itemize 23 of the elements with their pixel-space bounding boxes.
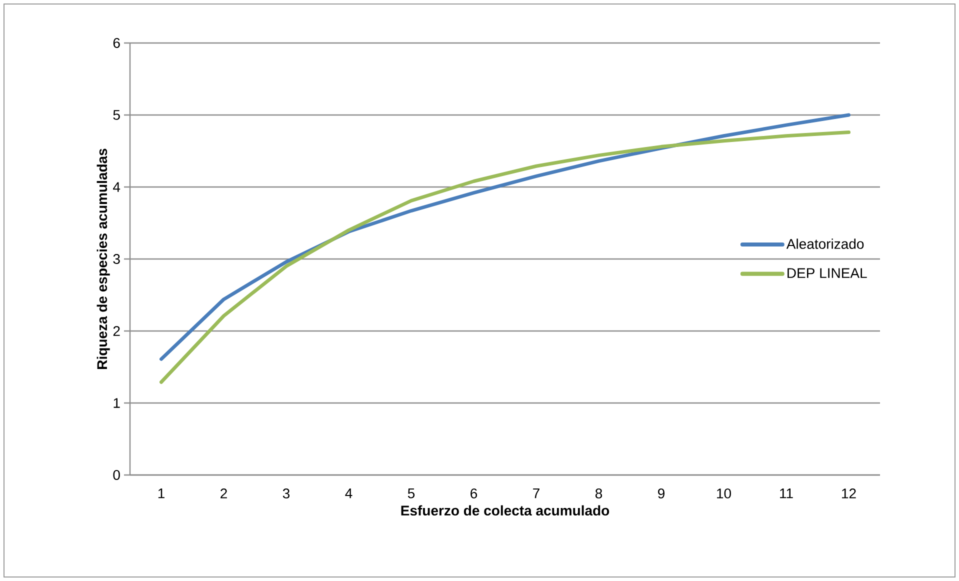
y-axis-title: Riqueza de especies acumuladas	[96, 148, 110, 369]
x-tick-label: 5	[408, 488, 415, 498]
x-axis-title: Esfuerzo de colecta acumulado	[401, 505, 610, 516]
y-tick-label: 3	[113, 254, 120, 264]
x-tick-label: 12	[842, 488, 856, 498]
x-tick-label: 3	[282, 488, 290, 498]
x-tick-label: 7	[533, 488, 540, 498]
y-tick-label: 5	[113, 110, 120, 120]
y-tick-label: 0	[113, 470, 120, 480]
y-tick-label: 2	[113, 326, 120, 336]
legend-label: DEP LINEAL	[788, 268, 867, 278]
y-tick-label: 1	[114, 398, 120, 408]
x-tick-label: 2	[220, 488, 227, 498]
x-tick-label: 8	[595, 488, 602, 498]
x-tick-label: 10	[717, 488, 731, 498]
legend-label: Aleatorizado	[786, 238, 864, 249]
y-tick-label: 4	[113, 182, 120, 192]
x-tick-label: 9	[658, 488, 664, 498]
x-tick-label: 4	[345, 488, 352, 498]
x-tick-label: 1	[158, 488, 164, 498]
y-tick-label: 6	[113, 38, 120, 48]
x-tick-label: 6	[470, 488, 478, 498]
x-tick-label: 11	[780, 488, 793, 498]
